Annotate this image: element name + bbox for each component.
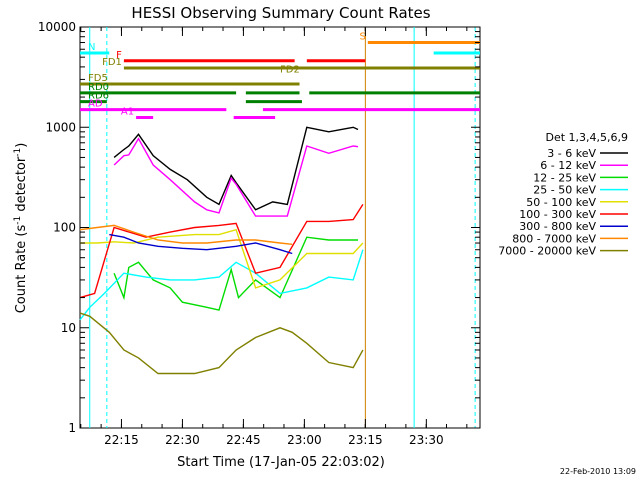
vertical-markers <box>89 27 476 428</box>
legend-title: Det 1,3,4,5,6,9 <box>545 131 628 144</box>
y-tick-label: 100 <box>53 221 76 235</box>
footer-timestamp: 22-Feb-2010 13:09 <box>560 467 636 476</box>
legend-label: 12 - 25 keV <box>533 171 596 184</box>
legend-label: 3 - 6 keV <box>547 147 596 160</box>
x-tick-label: 23:15 <box>348 433 383 447</box>
y-tick-label: 1000 <box>45 120 76 134</box>
series-line-3 <box>79 249 364 321</box>
series-lines <box>79 126 364 375</box>
flag-label-rd0: RD0 <box>88 82 109 93</box>
series-line-1 <box>113 137 359 217</box>
legend-label: 25 - 50 keV <box>533 184 596 197</box>
x-tick-label: 23:30 <box>409 433 444 447</box>
legend-label: 300 - 800 keV <box>519 220 596 233</box>
series-line-7 <box>79 224 293 245</box>
series-line-4 <box>80 228 364 289</box>
series-line-2 <box>113 236 358 311</box>
legend-label: 50 - 100 keV <box>526 196 596 209</box>
legend-label: 6 - 12 keV <box>540 159 596 172</box>
x-tick-label: 23:00 <box>287 433 322 447</box>
flag-label-ad: AD <box>88 99 103 110</box>
flag-label-rd6: RD6 <box>88 91 109 102</box>
series-line-8 <box>79 312 364 375</box>
series-line-0 <box>113 126 359 211</box>
x-tick-label: 22:15 <box>104 433 139 447</box>
flag-label-n: N <box>88 42 95 53</box>
x-tick-label: 22:45 <box>226 433 261 447</box>
x-tick-label: 22:30 <box>165 433 200 447</box>
flag-label-fd5: FD5 <box>88 73 108 84</box>
x-axis-label: Start Time (17-Jan-05 22:03:02) <box>177 455 385 470</box>
y-tick-label: 10000 <box>38 20 76 34</box>
legend-label: 100 - 300 keV <box>519 208 596 221</box>
plot-area <box>79 26 481 429</box>
chart-title: HESSI Observing Summary Count Rates <box>131 4 430 22</box>
y-axis: 1 10 100 1000 10000 <box>38 20 480 435</box>
legend-label: 800 - 7000 keV <box>512 232 596 245</box>
flag-label-a1: A1 <box>121 107 134 118</box>
y-tick-label: 10 <box>61 321 76 335</box>
y-axis-label: Count Rate (s-1 detector-1) <box>13 143 29 314</box>
x-axis: 22:15 22:30 22:45 23:00 23:15 23:30 <box>80 27 468 447</box>
flag-label-fd1: FD1 <box>102 57 122 68</box>
flag-label-f: F <box>116 50 122 61</box>
flag-label-s: S <box>359 32 365 43</box>
series-line-5 <box>79 204 364 299</box>
series-line-6 <box>109 233 293 255</box>
flag-label-fd2: FD2 <box>280 64 300 75</box>
legend-label: 7000 - 20000 keV <box>498 245 596 258</box>
y-tick-label: 1 <box>68 421 76 435</box>
